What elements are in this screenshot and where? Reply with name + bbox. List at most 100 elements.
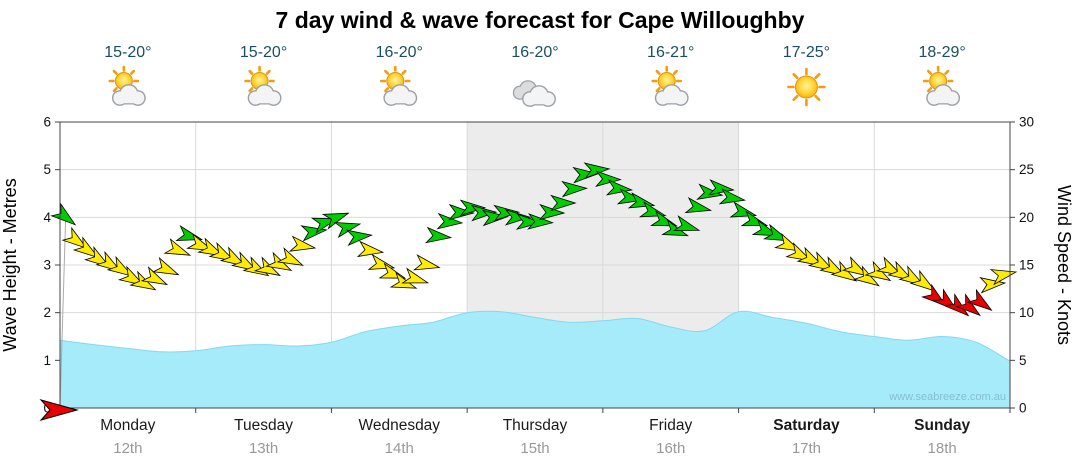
wind-arrow <box>106 255 134 277</box>
wind-arrow <box>470 204 498 222</box>
wind-arrow <box>595 170 622 188</box>
wind-arrow <box>661 219 689 237</box>
tick-label: 0 <box>43 401 51 416</box>
partly-cloudy-icon <box>244 65 282 106</box>
day-name: Friday <box>649 417 692 434</box>
wind-arrow <box>830 260 858 282</box>
wind-arrow <box>583 162 611 179</box>
wind-arrow <box>117 265 146 286</box>
wind-arrow <box>943 293 970 317</box>
day-name: Monday <box>100 417 155 434</box>
tick-label: 15 <box>1019 258 1034 273</box>
zero-wind-arrow <box>39 399 79 421</box>
wind-arrow <box>163 238 192 256</box>
wind-arrow <box>672 215 701 231</box>
day-header-friday: 16-21° Friday 16th <box>647 44 694 457</box>
wind-arrow <box>84 245 111 268</box>
tick-label: 10 <box>1019 305 1034 320</box>
wind-arrow <box>538 203 566 221</box>
day-date: 12th <box>113 440 142 457</box>
temp-range: 15-20° <box>240 44 287 61</box>
wind-arrow <box>819 256 847 277</box>
tick-label: 5 <box>1019 353 1027 368</box>
wind-arrow <box>875 256 904 277</box>
day-header-saturday: 17-25° Saturday 17th <box>773 44 840 457</box>
wind-arrow <box>504 209 532 226</box>
wind-axis-label: Wind Speed - Knots <box>1054 185 1074 345</box>
day-name: Saturday <box>773 417 840 434</box>
day-name: Sunday <box>914 417 970 434</box>
temp-range: 16-21° <box>647 44 694 61</box>
wind-arrow <box>785 242 813 262</box>
wind-arrow <box>841 256 869 277</box>
tick-label: 3 <box>43 258 51 273</box>
wind-arrow <box>333 222 362 239</box>
wind-arrow <box>448 203 475 221</box>
temp-range: 17-25° <box>783 44 830 61</box>
wind-arrow <box>898 265 926 287</box>
day-date: 17th <box>792 440 821 457</box>
wind-arrow <box>152 256 180 276</box>
wind-arrow <box>197 237 225 257</box>
wind-arrow <box>887 260 915 282</box>
wind-arrow <box>718 188 747 205</box>
wind-arrow <box>401 267 430 284</box>
wind-arrow <box>684 196 713 214</box>
wind-arrow <box>231 251 259 272</box>
wind-arrow <box>979 277 1007 294</box>
wind-arrow <box>389 271 418 289</box>
page-title: 7 day wind & wave forecast for Cape Will… <box>275 7 805 33</box>
day-date: 13th <box>249 440 278 457</box>
tick-label: 20 <box>1019 210 1034 225</box>
chart-dynamic-layer: 012345605101520253015-20°Monday12th15-20… <box>39 44 1034 457</box>
tick-label: 5 <box>43 162 51 177</box>
wind-arrow <box>436 212 464 230</box>
day-date: 18th <box>928 440 957 457</box>
day-header-wednesday: 16-20° Wednesday 14th <box>358 44 440 457</box>
tick-label: 1 <box>43 353 51 368</box>
wind-arrow <box>413 254 441 271</box>
wind-arrow <box>696 183 724 200</box>
temp-range: 16-20° <box>511 44 558 61</box>
day-name: Tuesday <box>234 417 293 434</box>
tick-label: 2 <box>43 305 51 320</box>
partly-cloudy-icon <box>108 65 146 106</box>
temp-range: 16-20° <box>376 44 423 61</box>
wind-arrow <box>356 240 385 258</box>
wind-arrow <box>345 229 373 246</box>
day-name: Wednesday <box>358 417 440 434</box>
day-header-sunday: 18-29° Sunday 18th <box>914 44 970 457</box>
wind-start-line <box>59 217 67 409</box>
wind-arrow <box>807 251 835 272</box>
wind-arrow <box>853 265 880 287</box>
wind-arrow <box>321 212 350 230</box>
wind-arrow <box>61 226 88 250</box>
tick-label: 25 <box>1019 162 1034 177</box>
temp-range: 18-29° <box>918 44 965 61</box>
wind-arrow <box>459 199 487 217</box>
wind-arrow <box>288 235 317 252</box>
partly-cloudy-icon <box>651 65 689 106</box>
wind-arrow <box>493 204 521 222</box>
partly-cloudy-icon <box>922 65 961 106</box>
wind-arrow <box>140 266 169 286</box>
wind-arrow <box>50 202 77 226</box>
sunny-icon <box>787 67 826 107</box>
wind-arrow <box>527 213 555 230</box>
axis-tick-labels: 0 1 2 3 4 5 6 0 5 10 15 20 25 30 <box>43 115 1034 416</box>
cloudy-icon <box>512 80 556 107</box>
wind-arrow <box>208 242 236 262</box>
wind-arrow <box>481 209 509 227</box>
wind-arrow <box>572 166 600 184</box>
wind-arrow <box>561 180 588 198</box>
wind-arrow <box>796 246 824 267</box>
wave-axis-label: Wave Height - Metres <box>0 178 20 351</box>
day-header-monday: 15-20° Monday 12th <box>100 44 155 457</box>
day-date: 16th <box>656 440 685 457</box>
day-date: 14th <box>385 440 414 457</box>
wave-height-area <box>59 310 1011 409</box>
day-date: 15th <box>520 440 549 457</box>
day-name: Thursday <box>503 417 568 434</box>
wind-arrow <box>424 226 453 244</box>
